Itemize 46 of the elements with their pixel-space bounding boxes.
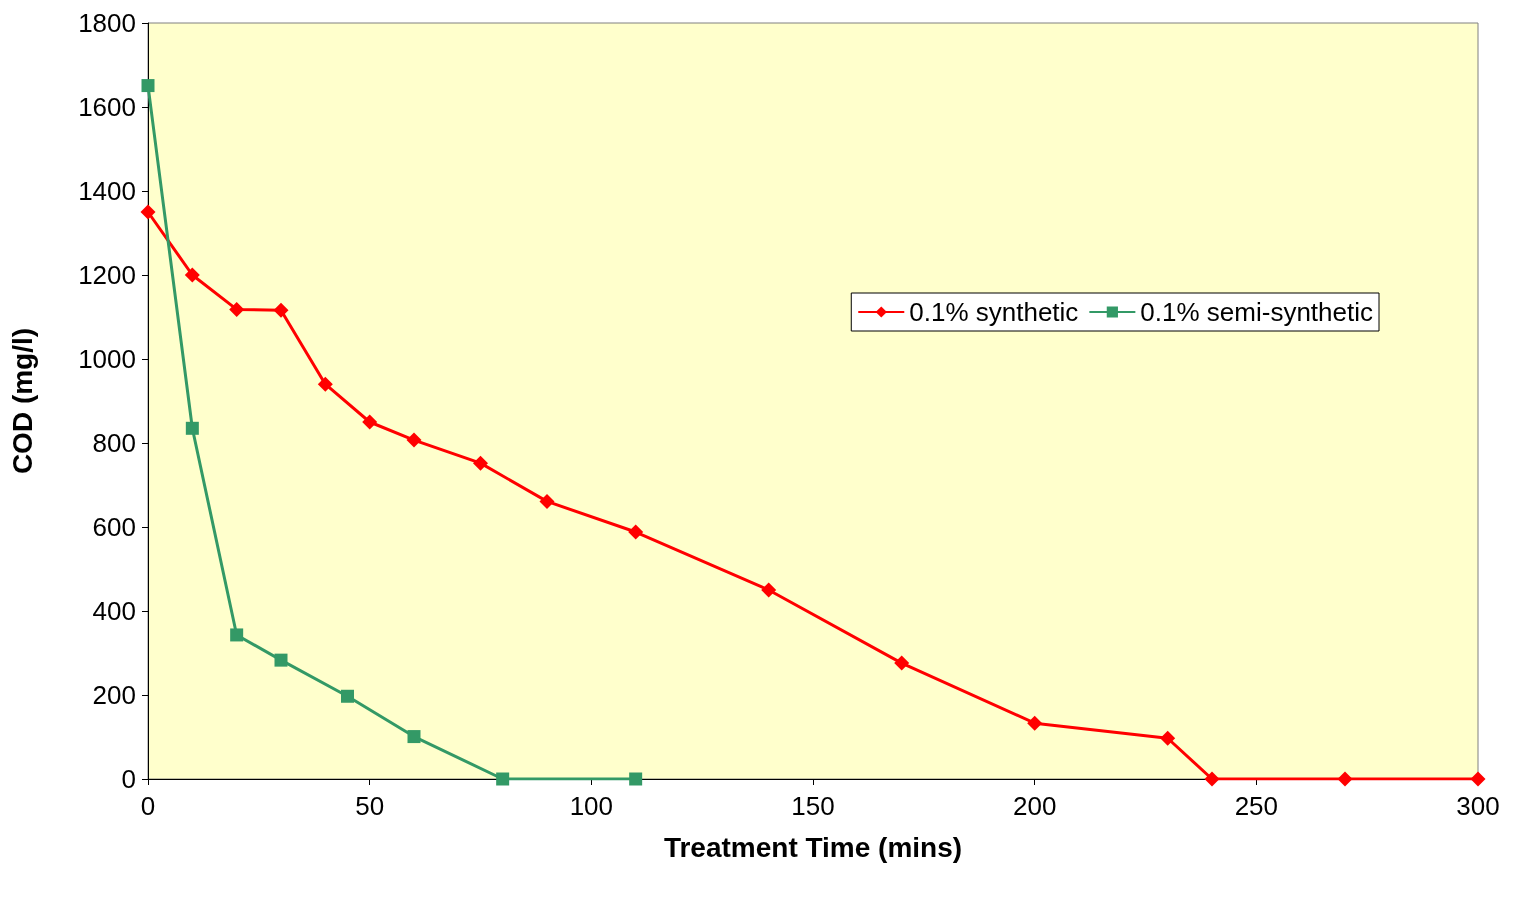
x-tick-label: 150 [791, 791, 835, 821]
x-tick-label: 100 [569, 791, 614, 821]
point [496, 772, 510, 786]
point [1160, 730, 1176, 746]
point [229, 301, 245, 317]
y-tick-label: 400 [92, 596, 136, 626]
point [539, 493, 555, 509]
point [473, 455, 488, 471]
y-tick-label: 1400 [78, 176, 136, 206]
point [362, 414, 378, 430]
point [230, 628, 244, 642]
point [894, 655, 910, 671]
point [406, 432, 422, 448]
point [761, 582, 777, 598]
y-tick-label: 0 [121, 764, 136, 794]
point [628, 524, 644, 540]
x-tick-label: 50 [355, 791, 385, 821]
x-tick-label: 300 [1456, 791, 1500, 821]
y-tick-label: 1800 [78, 8, 136, 38]
point [140, 204, 156, 220]
x-axis-title: Treatment Time (mins) [663, 831, 963, 863]
y-axis-title: COD (mg/l) [6, 327, 38, 475]
x-tick-label: 0 [140, 791, 156, 821]
point [274, 653, 288, 667]
y-tick-label: 600 [92, 512, 136, 542]
point [317, 376, 333, 392]
y-tick-label: 800 [92, 428, 136, 458]
point [1027, 715, 1043, 731]
y-tick-label: 1200 [78, 260, 136, 290]
x-tick-label: 250 [1234, 791, 1279, 821]
legend-label: 0.1% synthetic [909, 297, 1079, 327]
point [629, 772, 643, 786]
point [184, 267, 200, 283]
point [1337, 771, 1353, 787]
point [1470, 771, 1486, 787]
point [1204, 771, 1220, 787]
x-tick-label: 200 [1012, 791, 1057, 821]
legend-label: 0.1% semi-synthetic [1140, 297, 1374, 327]
y-tick-label: 1600 [78, 92, 136, 122]
point [185, 421, 199, 435]
point [407, 730, 421, 744]
point [273, 302, 289, 318]
point [141, 79, 155, 93]
y-tick-label: 1000 [78, 344, 136, 374]
point [341, 689, 354, 703]
y-tick-label: 200 [92, 680, 136, 710]
